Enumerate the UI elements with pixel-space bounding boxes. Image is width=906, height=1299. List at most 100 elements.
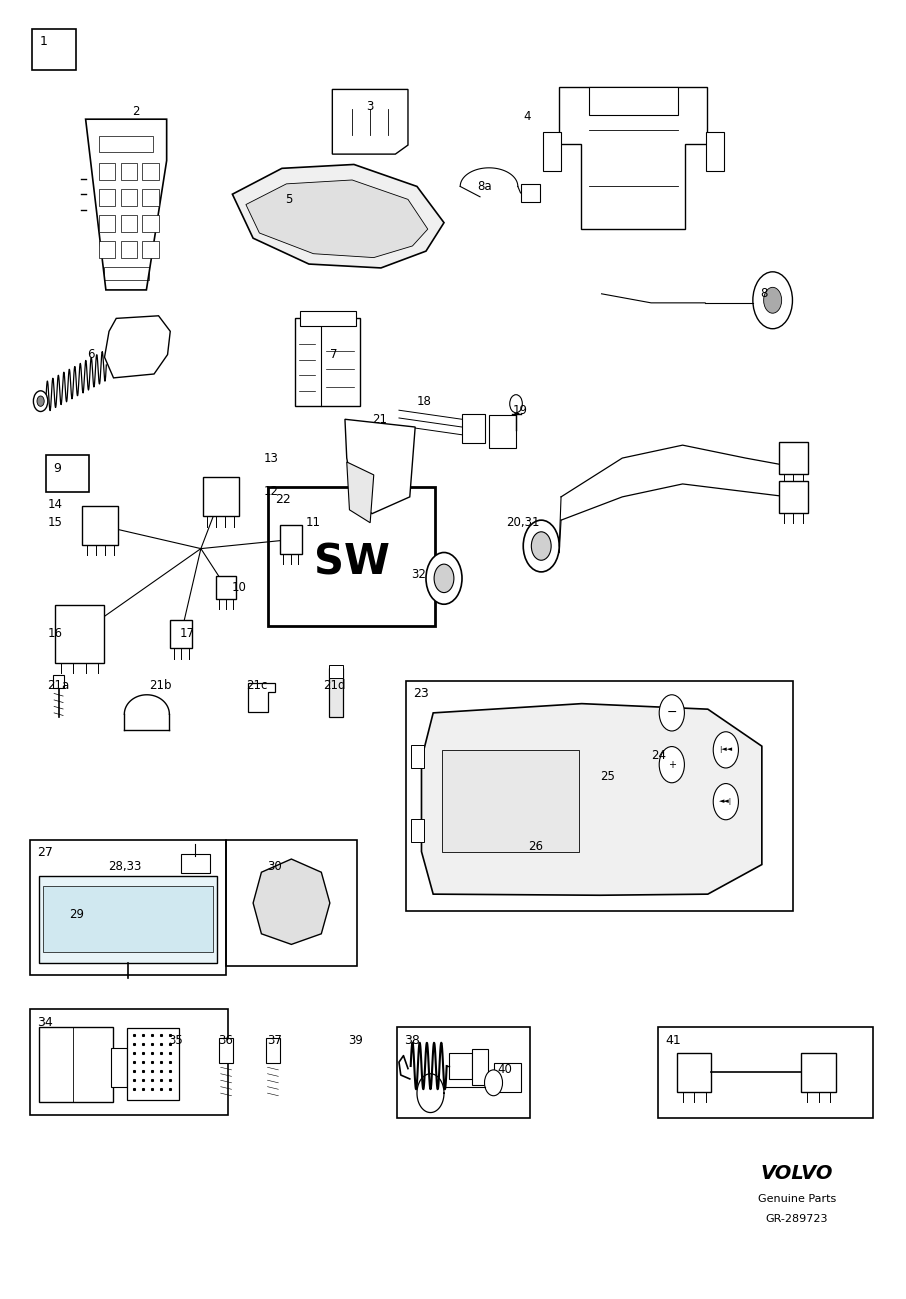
Bar bbox=[494, 1064, 521, 1092]
Bar bbox=[99, 136, 153, 152]
Bar bbox=[30, 1009, 228, 1115]
Bar bbox=[30, 839, 226, 976]
Text: +: + bbox=[668, 760, 676, 770]
Bar bbox=[265, 1038, 280, 1064]
Text: |◄◄: |◄◄ bbox=[719, 747, 732, 753]
Polygon shape bbox=[253, 859, 330, 944]
Bar bbox=[82, 505, 118, 544]
Circle shape bbox=[34, 391, 48, 412]
Text: 11: 11 bbox=[306, 516, 321, 529]
Circle shape bbox=[660, 695, 684, 731]
Text: 21d: 21d bbox=[323, 679, 345, 692]
Text: 4: 4 bbox=[523, 110, 531, 123]
Text: 10: 10 bbox=[231, 581, 246, 594]
Bar bbox=[120, 214, 137, 231]
Text: 41: 41 bbox=[666, 1034, 681, 1047]
Text: 14: 14 bbox=[47, 498, 63, 511]
Polygon shape bbox=[86, 120, 167, 290]
Text: 9: 9 bbox=[53, 462, 61, 475]
Text: 19: 19 bbox=[513, 404, 528, 417]
Text: 30: 30 bbox=[267, 860, 282, 873]
Polygon shape bbox=[333, 90, 408, 155]
Bar bbox=[142, 240, 159, 257]
Bar bbox=[329, 665, 343, 678]
Bar bbox=[127, 1029, 179, 1100]
Circle shape bbox=[753, 271, 793, 329]
Bar bbox=[659, 1028, 872, 1117]
Text: 22: 22 bbox=[275, 494, 292, 507]
Bar bbox=[181, 853, 210, 873]
Polygon shape bbox=[421, 704, 762, 895]
Circle shape bbox=[764, 287, 782, 313]
Text: 38: 38 bbox=[404, 1034, 420, 1047]
Bar bbox=[589, 87, 678, 116]
Text: 1: 1 bbox=[40, 35, 48, 48]
Polygon shape bbox=[39, 876, 217, 963]
Text: 32: 32 bbox=[411, 568, 426, 581]
Text: 23: 23 bbox=[413, 687, 429, 700]
Bar bbox=[406, 681, 794, 911]
Text: 40: 40 bbox=[497, 1064, 513, 1077]
Bar bbox=[268, 487, 435, 626]
Polygon shape bbox=[559, 87, 708, 229]
Circle shape bbox=[485, 1070, 503, 1096]
Text: −: − bbox=[667, 707, 677, 720]
Text: 25: 25 bbox=[601, 770, 615, 783]
Text: 21c: 21c bbox=[246, 679, 267, 692]
Bar bbox=[203, 478, 238, 516]
Text: 3: 3 bbox=[366, 100, 374, 113]
Text: VOLVO: VOLVO bbox=[761, 1164, 834, 1183]
Polygon shape bbox=[246, 181, 428, 257]
Text: 6: 6 bbox=[87, 348, 95, 361]
Circle shape bbox=[531, 531, 551, 560]
Bar bbox=[802, 1053, 835, 1092]
Text: 7: 7 bbox=[331, 348, 338, 361]
Bar bbox=[329, 668, 343, 717]
Text: 8a: 8a bbox=[477, 181, 492, 194]
Bar bbox=[779, 442, 808, 474]
Circle shape bbox=[713, 783, 738, 820]
Bar bbox=[99, 190, 115, 205]
Bar bbox=[300, 310, 356, 326]
Bar bbox=[142, 214, 159, 231]
Bar bbox=[217, 575, 236, 599]
Polygon shape bbox=[347, 462, 374, 522]
Bar bbox=[39, 1028, 112, 1103]
Bar bbox=[449, 1053, 472, 1079]
Bar bbox=[169, 620, 192, 648]
Circle shape bbox=[713, 731, 738, 768]
Bar bbox=[54, 605, 104, 662]
Text: 29: 29 bbox=[69, 908, 84, 921]
Text: 28,33: 28,33 bbox=[108, 860, 141, 873]
Circle shape bbox=[510, 395, 523, 413]
Bar bbox=[706, 132, 724, 171]
Circle shape bbox=[434, 564, 454, 592]
Text: 37: 37 bbox=[267, 1034, 282, 1047]
Bar bbox=[489, 416, 516, 448]
Bar bbox=[103, 266, 149, 279]
Circle shape bbox=[660, 747, 684, 783]
Circle shape bbox=[426, 552, 462, 604]
Text: SW: SW bbox=[313, 542, 390, 583]
Bar bbox=[120, 190, 137, 205]
Bar bbox=[111, 1048, 127, 1087]
Text: 27: 27 bbox=[37, 846, 53, 859]
Text: 20,31: 20,31 bbox=[506, 516, 540, 529]
Text: ◄◄|: ◄◄| bbox=[719, 798, 732, 805]
Bar bbox=[53, 675, 64, 688]
Bar bbox=[120, 240, 137, 257]
Circle shape bbox=[524, 520, 559, 572]
Text: 21b: 21b bbox=[149, 679, 171, 692]
Bar bbox=[46, 456, 89, 492]
Text: 13: 13 bbox=[264, 452, 278, 465]
Bar bbox=[99, 214, 115, 231]
Text: GR-289723: GR-289723 bbox=[766, 1213, 828, 1224]
Text: Genuine Parts: Genuine Parts bbox=[757, 1194, 836, 1204]
Text: 26: 26 bbox=[528, 839, 544, 852]
Bar bbox=[33, 29, 76, 70]
Bar bbox=[677, 1053, 711, 1092]
Bar bbox=[410, 820, 424, 842]
Bar bbox=[226, 839, 357, 966]
Bar bbox=[543, 132, 561, 171]
Bar bbox=[219, 1038, 233, 1064]
